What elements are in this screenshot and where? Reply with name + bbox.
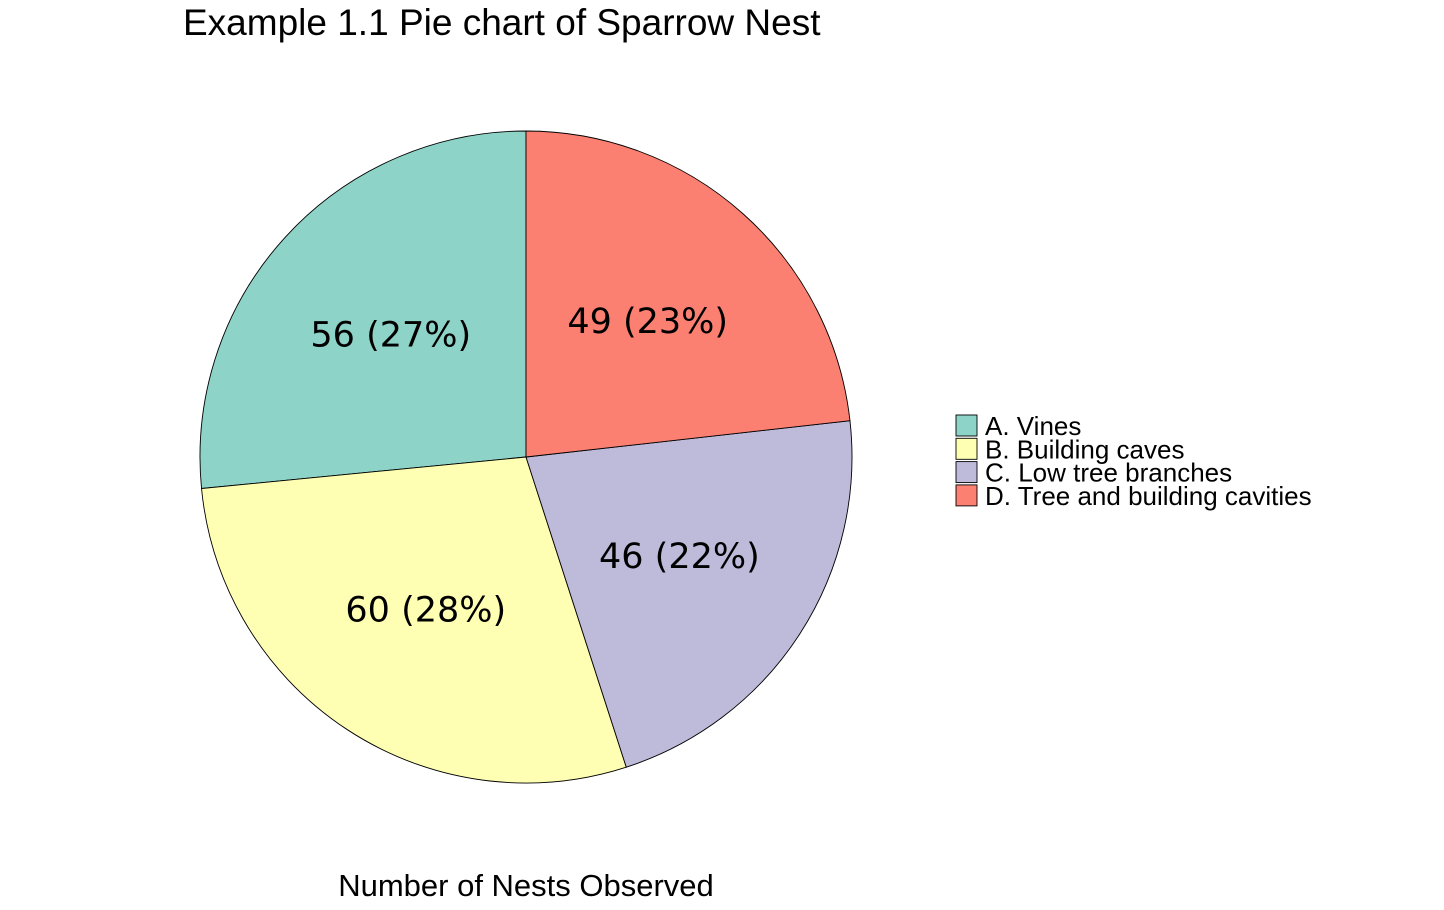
slice-label-a-vines: 56 (27%)	[310, 315, 471, 355]
legend-key-a-vines	[955, 414, 978, 437]
chart-title: Example 1.1 Pie chart of Sparrow Nest	[183, 2, 821, 43]
pie-slice-c-low-tree-branches	[525, 420, 853, 768]
pie-slice-a-vines	[199, 130, 527, 489]
slice-label-c-low-tree-branches: 46 (22%)	[599, 537, 760, 577]
legend-label-b-building-caves: B. Building caves	[985, 434, 1184, 464]
slice-label-d-tree-and-building-cavities: 49 (23%)	[567, 302, 728, 342]
legend-key-b-building-caves	[955, 437, 978, 460]
legend-label-c-low-tree-branches: C. Low tree branches	[985, 458, 1232, 488]
pie-slices	[199, 130, 853, 784]
legend-label-d-tree-and-building-cavities: D. Tree and building cavities	[985, 481, 1312, 511]
pie-slice-d-tree-and-building-cavities	[525, 130, 851, 458]
pie-slice-labels: 56 (27%) 60 (28%) 46 (22%) 49 (23%)	[310, 302, 759, 631]
legend-key-d-tree-and-building-cavities	[955, 484, 978, 507]
slice-label-b-building-caves: 60 (28%)	[345, 591, 506, 631]
legend-label-a-vines: A. Vines	[985, 411, 1081, 441]
pie-slice-b-building-caves	[201, 456, 627, 784]
x-axis-label: Number of Nests Observed	[338, 868, 714, 903]
legend-key-c-low-tree-branches	[955, 461, 978, 484]
